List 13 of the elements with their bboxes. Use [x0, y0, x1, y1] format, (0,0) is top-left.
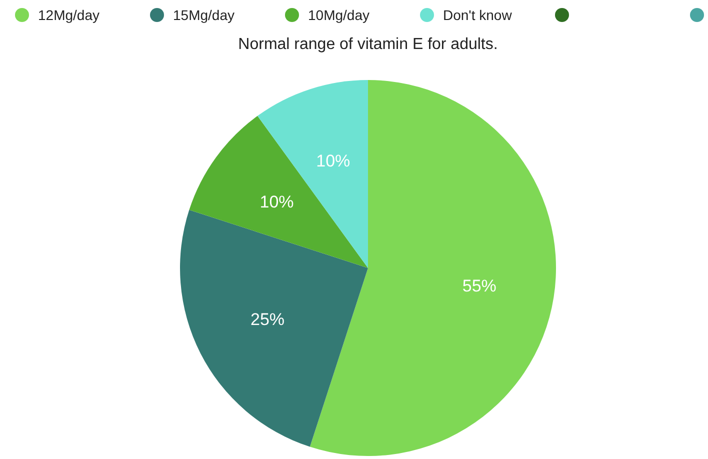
data-label: 10% — [316, 152, 350, 171]
legend-label: 12Mg/day — [38, 7, 100, 23]
legend-label: Don't know — [443, 7, 513, 23]
pie-slice — [180, 210, 368, 447]
text: Normal range of vitamin E for adults. — [238, 36, 498, 53]
pie-slice — [257, 80, 368, 268]
pie-slice — [310, 80, 556, 456]
data-label: 55% — [462, 276, 496, 296]
data-label: 10% — [260, 192, 294, 212]
legend-label: 10Mg/day — [308, 7, 370, 23]
legend-label: 15Mg/day — [173, 7, 234, 23]
data-label: 25% — [250, 310, 285, 330]
pie-slice — [189, 116, 368, 268]
